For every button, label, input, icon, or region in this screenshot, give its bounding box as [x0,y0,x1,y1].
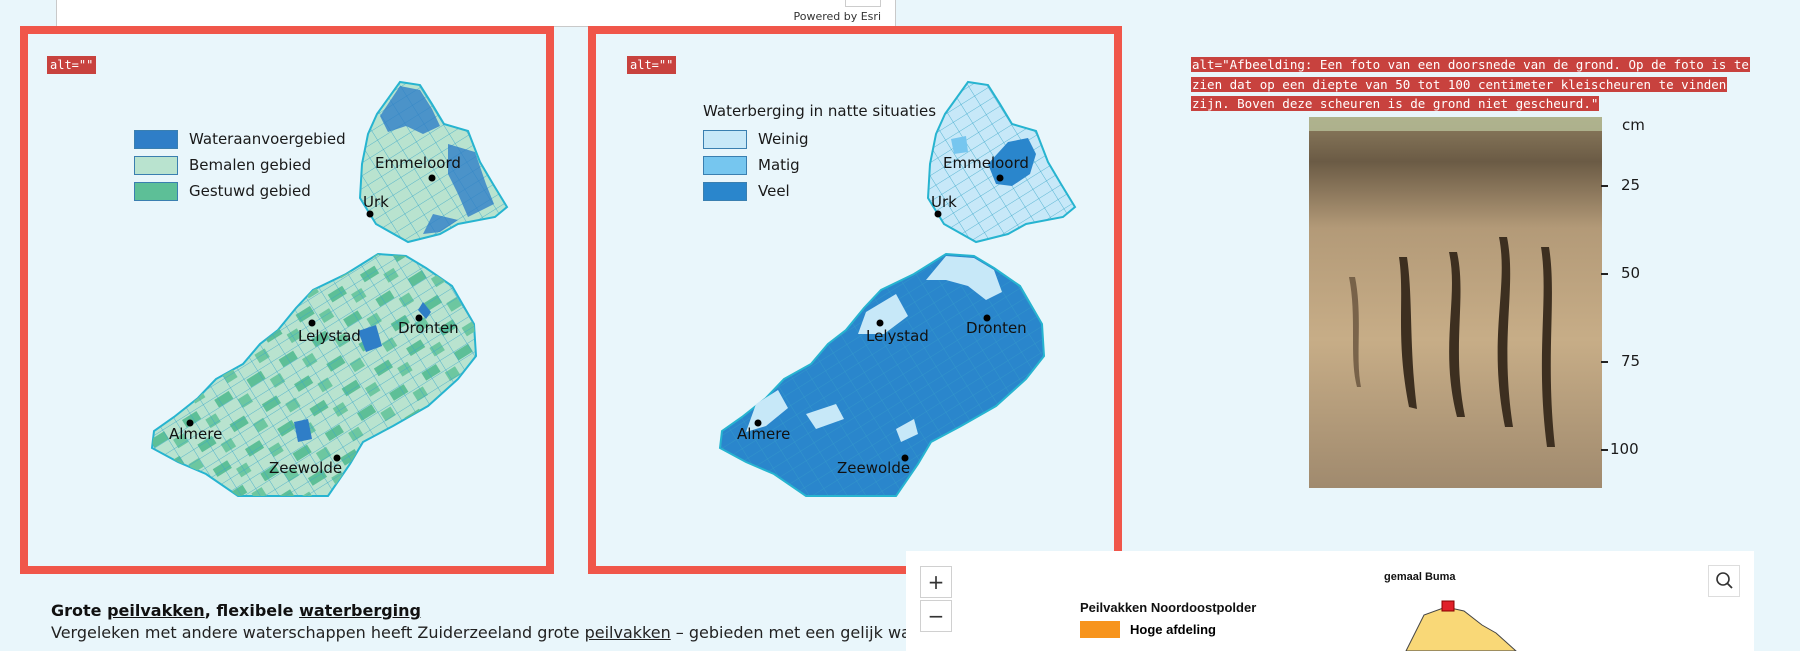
legend-swatch [703,155,747,175]
scale-tick [1601,185,1608,187]
legend-item: Gestuwd gebied [134,178,346,204]
top-web-map[interactable]: Powered by Esri [56,0,896,27]
map-water-storage-frame: alt="" Waterberging in natte situaties W… [588,26,1122,574]
legend-item: Weinig [703,126,936,152]
town-label: Almere [169,425,222,443]
search-icon [1716,572,1733,589]
legend-item: Hoge afdeling [1080,621,1216,638]
scale-label: 75 [1621,352,1641,370]
town-label: Dronten [966,319,1027,337]
legend-swatch [1080,621,1120,638]
town-label: Almere [737,425,790,443]
soil-profile-photo [1309,117,1602,488]
legend-item: Bemalen gebied [134,152,346,178]
map-water-supply-frame: alt="" Wateraanvoergebied Bemalen gebied… [20,26,554,574]
legend-item: Wateraanvoergebied [134,126,346,152]
pump-station-label: gemaal Buma [1384,571,1456,583]
peilvakken-link[interactable]: peilvakken [584,623,671,642]
town-label: Dronten [398,319,459,337]
scale-unit: cm [1622,116,1645,134]
peilvakken-web-map[interactable]: + − Peilvakken Noordoostpolder Hoge afde… [906,551,1754,651]
section-heading: Grote peilvakken, flexibele waterberging [51,601,422,620]
scale-label: 100 [1610,440,1639,458]
scale-label: 50 [1621,264,1641,282]
town-label: Lelystad [298,327,361,345]
noordoostpolder-map [1405,600,1517,651]
town-label: Lelystad [866,327,929,345]
legend-title: Waterberging in natte situaties [703,102,937,120]
map-control-button[interactable] [845,0,881,7]
scale-label: 25 [1621,176,1641,194]
alt-tag-badge: alt="" [47,56,97,74]
legend-swatch [134,181,178,201]
town-label: Emmeloord [943,154,1029,172]
scale-tick [1601,361,1608,363]
map-legend: Waterberging in natte situaties Weinig M… [703,102,936,204]
legend-swatch [134,155,178,175]
polder-map: Emmeloord Urk Lelystad Dronten Almere Ze… [150,80,509,497]
legend-swatch [703,181,747,201]
map-legend-title: Peilvakken Noordoostpolder [1080,600,1257,615]
polder-map: Emmeloord Urk Lelystad Dronten Almere Ze… [718,80,1077,497]
scale-tick [1601,449,1608,451]
peilvakken-link[interactable]: peilvakken [107,601,205,620]
town-label: Zeewolde [269,459,342,477]
town-label: Zeewolde [837,459,910,477]
waterberging-link[interactable]: waterberging [299,601,422,620]
zoom-in-button[interactable]: + [920,566,952,598]
powered-by-esri: Powered by Esri [793,10,881,23]
photo-alt-text: alt="Afbeelding: Een foto van een doorsn… [1191,57,1750,111]
map-search-button[interactable] [1708,565,1740,597]
town-label: Urk [931,193,957,211]
town-label: Urk [363,193,389,211]
legend-item: Matig [703,152,936,178]
scale-tick [1601,273,1608,275]
alt-tag-badge: alt="" [627,56,677,74]
map-legend: Wateraanvoergebied Bemalen gebied Gestuw… [134,126,346,204]
town-label: Emmeloord [375,154,461,172]
legend-item: Veel [703,178,936,204]
intro-paragraph: Vergeleken met andere waterschappen heef… [51,623,968,642]
zoom-out-button[interactable]: − [920,600,952,632]
legend-swatch [134,129,178,149]
legend-swatch [703,129,747,149]
